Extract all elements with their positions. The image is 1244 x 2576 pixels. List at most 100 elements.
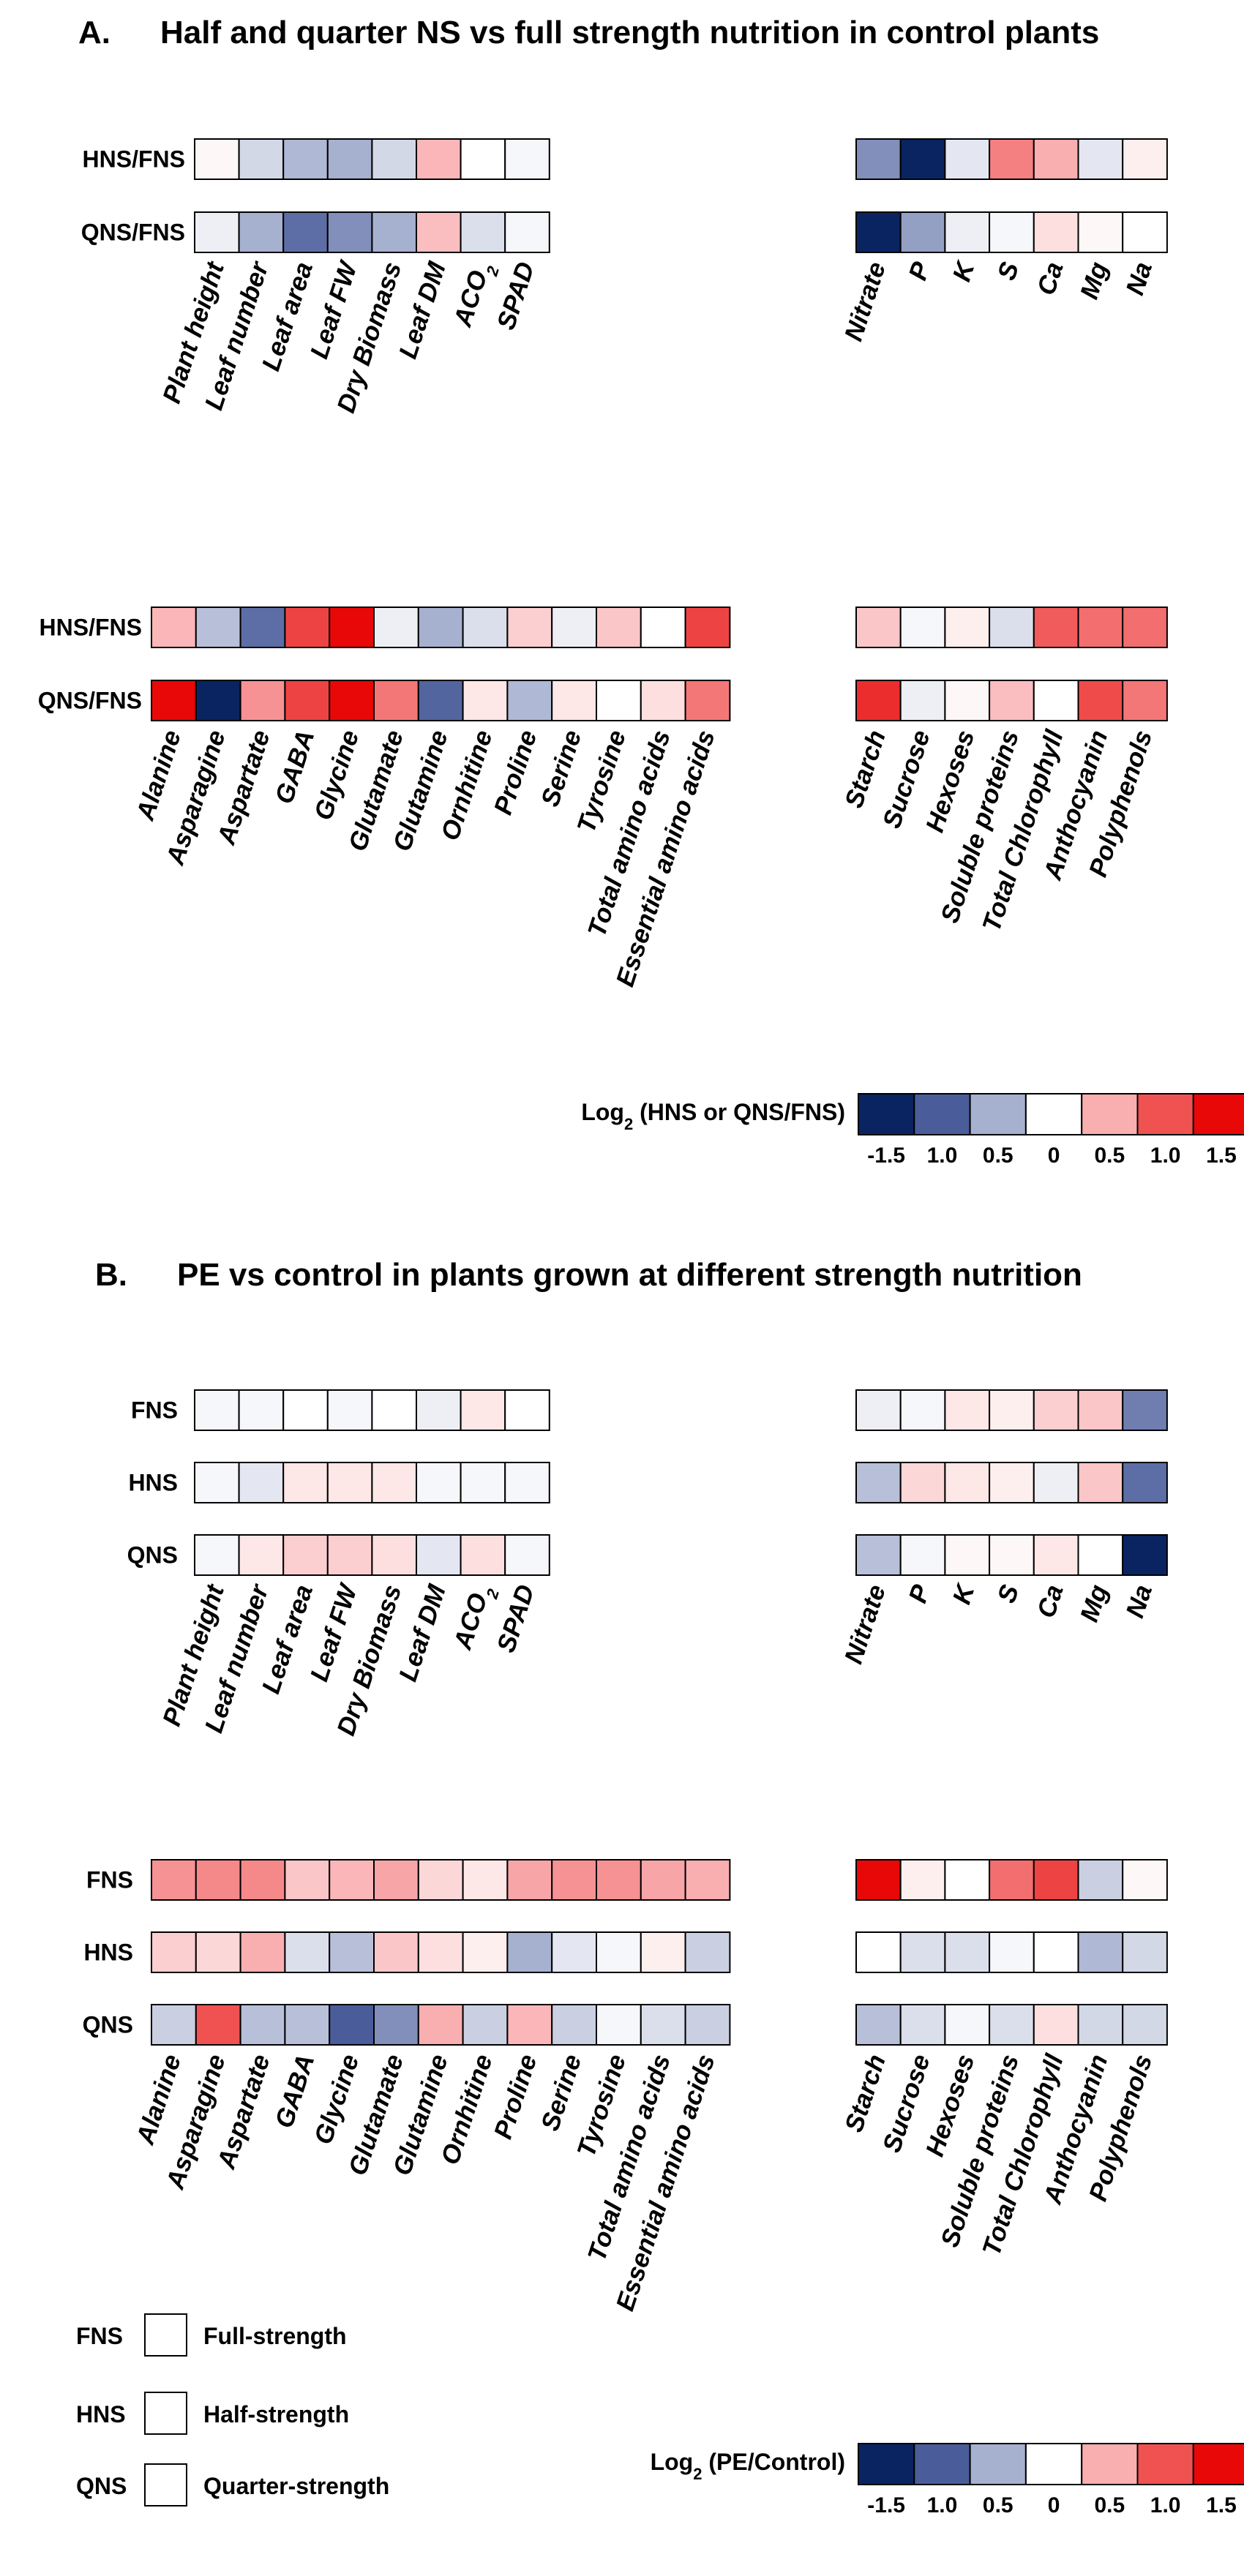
a-aminoacids-row-label-qns-fns: QNS/FNS [38,688,142,714]
heatmap-cell-b-metabolites-hns-anthocyanin [1077,1931,1124,1973]
heatmap-cell-a-aminoacids-hns-fns-tyrosine [596,607,642,648]
heatmap-cell-a-metabolites-hns-fns-soluble-proteins [989,607,1035,648]
b-growth-row-label-hns: HNS [128,1470,178,1496]
heatmap-cell-b-growth-hns-leaf-fw [326,1462,373,1503]
heatmap-cell-a-metabolites-hns-fns-total-chlorophyll [1033,607,1079,648]
key-swatch-qns [144,2463,187,2506]
heatmap-cell-b-metabolites-qns-starch [855,2004,902,2046]
heatmap-cell-b-minerals-qns-s [989,1534,1035,1576]
heatmap-cell-b-metabolites-fns-starch [855,1859,902,1901]
heatmap-cell-b-growth-hns-aco2 [460,1462,506,1503]
key-abbr-fns: FNS [76,2323,123,2349]
heatmap-cell-b-aminoacids-fns-glutamine [417,1859,464,1901]
heatmap-cell-a-aminoacids-qns-fns-aspartate [239,680,286,721]
heatmap-cell-b-aminoacids-hns-aspartate [239,1931,286,1973]
heatmap-cell-a-metabolites-hns-fns-starch [855,607,902,648]
key-swatch-fns [144,2313,187,2357]
b-aminoacids-row-label-hns: HNS [83,1939,133,1966]
heatmap-cell-a-minerals-hns-fns-p [899,138,946,180]
heatmap-cell-b-minerals-qns-k [944,1534,991,1576]
heatmap-cell-b-aminoacids-fns-essential-amino-acids [684,1859,731,1901]
heatmap-cell-b-minerals-fns-k [944,1389,991,1431]
legend-tick-b-3: 0 [1048,2493,1060,2517]
heatmap-cell-b-aminoacids-hns-glycine [329,1931,375,1973]
b-minerals-col-label-p: P [903,1581,936,1607]
heatmap-cell-b-aminoacids-qns-glycine [329,2004,375,2046]
heatmap-cell-a-metabolites-qns-fns-starch [855,680,902,721]
heatmap-cell-a-minerals-qns-fns-p [899,211,946,253]
heatmap-cell-a-aminoacids-qns-fns-glutamate [373,680,419,721]
legend-tick-b-5: 1.0 [1150,2493,1181,2517]
a-minerals-col-label-p: P [903,258,936,284]
heatmap-cell-b-growth-qns-leaf-fw [326,1534,373,1576]
legend-tick-b-6: 1.5 [1206,2493,1237,2517]
heatmap-cell-a-aminoacids-hns-fns-asparagine [195,607,241,648]
heatmap-cell-a-growth-hns-fns-plant-height [194,138,240,180]
heatmap-cell-b-aminoacids-fns-tyrosine [596,1859,642,1901]
b-minerals-col-label-na: Na [1120,1581,1158,1621]
heatmap-cell-b-metabolites-qns-soluble-proteins [989,2004,1035,2046]
heatmap-cell-b-aminoacids-fns-glycine [329,1859,375,1901]
heatmap-cell-b-minerals-fns-s [989,1389,1035,1431]
heatmap-cell-b-minerals-hns-na [1122,1462,1168,1503]
heatmap-cell-a-minerals-hns-fns-ca [1033,138,1079,180]
b-minerals-col-label-s: S [992,1581,1024,1606]
heatmap-cell-b-aminoacids-fns-alanine [151,1859,197,1901]
heatmap-cell-b-aminoacids-qns-asparagine [195,2004,241,2046]
heatmap-cell-a-aminoacids-qns-fns-glycine [329,680,375,721]
heatmap-cell-b-aminoacids-fns-aspartate [239,1859,286,1901]
heatmap-cell-a-aminoacids-qns-fns-ornhitine [462,680,509,721]
heatmap-cell-a-aminoacids-qns-fns-serine [551,680,598,721]
heatmap-cell-b-aminoacids-fns-glutamate [373,1859,419,1901]
heatmap-cell-b-growth-hns-plant-height [194,1462,240,1503]
a-minerals-col-label-na: Na [1120,258,1158,298]
heatmap-cell-b-minerals-fns-mg [1077,1389,1124,1431]
heatmap-cell-a-aminoacids-qns-fns-asparagine [195,680,241,721]
b-aminoacids-row-label-fns: FNS [86,1867,133,1893]
panel-a-letter: A. [78,15,110,50]
heatmap-cell-b-minerals-fns-na [1122,1389,1168,1431]
heatmap-cell-b-growth-qns-leaf-area [282,1534,329,1576]
heatmap-cell-b-aminoacids-hns-essential-amino-acids [684,1931,731,1973]
legend-swatch-b-0 [858,2443,915,2485]
heatmap-cell-b-aminoacids-qns-gaba [284,2004,331,2046]
legend-tick-a-0: -1.5 [867,1144,905,1168]
heatmap-cell-b-growth-qns-leaf-number [238,1534,285,1576]
heatmap-cell-a-minerals-hns-fns-nitrate [855,138,902,180]
b-aminoacids-col-label-gaba: GABA [269,2051,320,2131]
heatmap-cell-a-metabolites-qns-fns-anthocyanin [1077,680,1124,721]
heatmap-cell-a-growth-qns-fns-leaf-area [282,211,329,253]
heatmap-cell-b-aminoacids-fns-asparagine [195,1859,241,1901]
heatmap-cell-b-minerals-hns-s [989,1462,1035,1503]
legend-swatch-a-3 [1024,1093,1083,1135]
heatmap-cell-b-aminoacids-qns-proline [506,2004,553,2046]
heatmap-cell-a-growth-qns-fns-leaf-fw [326,211,373,253]
heatmap-cell-b-metabolites-hns-polyphenols [1122,1931,1168,1973]
legend-title-a: Log2 (HNS or QNS/FNS) [581,1099,845,1133]
heatmap-cell-b-aminoacids-qns-tyrosine [596,2004,642,2046]
b-aminoacids-col-label-serine: Serine [536,2051,587,2134]
heatmap-cell-b-aminoacids-qns-ornhitine [462,2004,509,2046]
heatmap-cell-a-minerals-qns-fns-ca [1033,211,1079,253]
heatmap-cell-a-growth-qns-fns-leaf-dm [416,211,462,253]
heatmap-cell-b-minerals-hns-p [899,1462,946,1503]
heatmap-cell-b-metabolites-qns-hexoses [944,2004,991,2046]
heatmap-cell-a-metabolites-qns-fns-sucrose [899,680,946,721]
a-growth-row-label-qns-fns: QNS/FNS [81,219,185,246]
heatmap-cell-b-aminoacids-qns-essential-amino-acids [684,2004,731,2046]
heatmap-cell-a-aminoacids-hns-fns-serine [551,607,598,648]
a-minerals-col-label-s: S [992,258,1024,283]
heatmap-cell-a-growth-hns-fns-aco2 [460,138,506,180]
b-minerals-col-label-mg: Mg [1075,1581,1114,1625]
heatmap-cell-b-minerals-qns-p [899,1534,946,1576]
heatmap-cell-a-metabolites-hns-fns-sucrose [899,607,946,648]
heatmap-cell-b-aminoacids-hns-total-amino-acids [640,1931,686,1973]
panel-b-letter: B. [95,1257,127,1293]
heatmap-cell-a-aminoacids-qns-fns-gaba [284,680,331,721]
legend-tick-b-0: -1.5 [867,2493,905,2517]
b-minerals-col-label-k: K [947,1580,981,1608]
heatmap-cell-b-growth-qns-leaf-dm [416,1534,462,1576]
heatmap-cell-a-aminoacids-qns-fns-glutamine [417,680,464,721]
panel-a-title: A. Half and quarter NS vs full strength n… [78,15,1099,51]
heatmap-cell-a-growth-hns-fns-dry-biomass [371,138,417,180]
